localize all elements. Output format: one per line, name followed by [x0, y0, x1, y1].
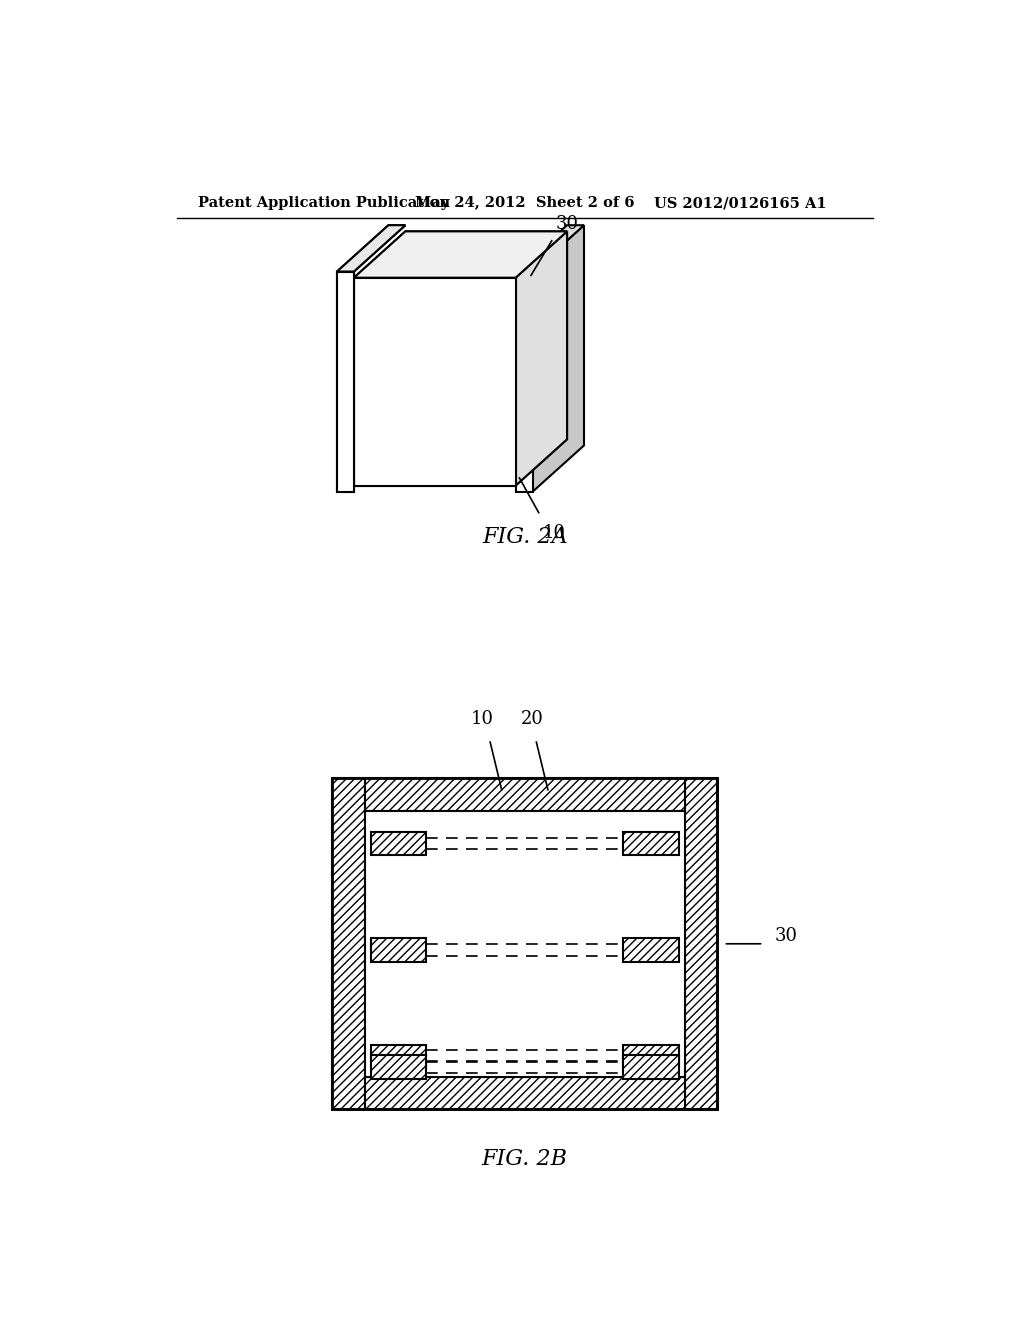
Bar: [624, 939, 679, 961]
Text: Patent Application Publication: Patent Application Publication: [199, 197, 451, 210]
Bar: [333, 779, 717, 1109]
Bar: [371, 832, 426, 855]
Text: 30: 30: [556, 215, 579, 234]
Polygon shape: [515, 231, 567, 486]
Bar: [685, 779, 717, 1109]
Text: 30: 30: [775, 927, 798, 945]
Text: 10: 10: [471, 710, 494, 729]
Bar: [333, 779, 717, 1109]
Polygon shape: [337, 272, 354, 492]
Text: 20: 20: [521, 710, 544, 729]
Polygon shape: [515, 231, 567, 486]
Polygon shape: [354, 277, 515, 486]
Polygon shape: [515, 272, 532, 492]
Text: FIG. 2B: FIG. 2B: [482, 1148, 567, 1170]
Bar: [365, 810, 685, 1077]
Polygon shape: [515, 226, 584, 272]
Bar: [371, 1056, 426, 1078]
Bar: [365, 1077, 685, 1109]
Text: FIG. 2A: FIG. 2A: [482, 527, 567, 549]
Bar: [365, 779, 685, 810]
Polygon shape: [354, 231, 567, 277]
Bar: [371, 939, 426, 961]
Bar: [624, 1056, 679, 1078]
Polygon shape: [337, 226, 406, 272]
Text: US 2012/0126165 A1: US 2012/0126165 A1: [654, 197, 826, 210]
Text: May 24, 2012  Sheet 2 of 6: May 24, 2012 Sheet 2 of 6: [416, 197, 635, 210]
Bar: [371, 1044, 426, 1068]
Polygon shape: [337, 272, 354, 492]
Polygon shape: [532, 226, 584, 492]
Polygon shape: [354, 231, 567, 277]
Bar: [624, 1044, 679, 1068]
Polygon shape: [354, 277, 515, 486]
Polygon shape: [337, 226, 406, 272]
Text: 10: 10: [543, 524, 565, 543]
Bar: [333, 779, 365, 1109]
Bar: [624, 832, 679, 855]
